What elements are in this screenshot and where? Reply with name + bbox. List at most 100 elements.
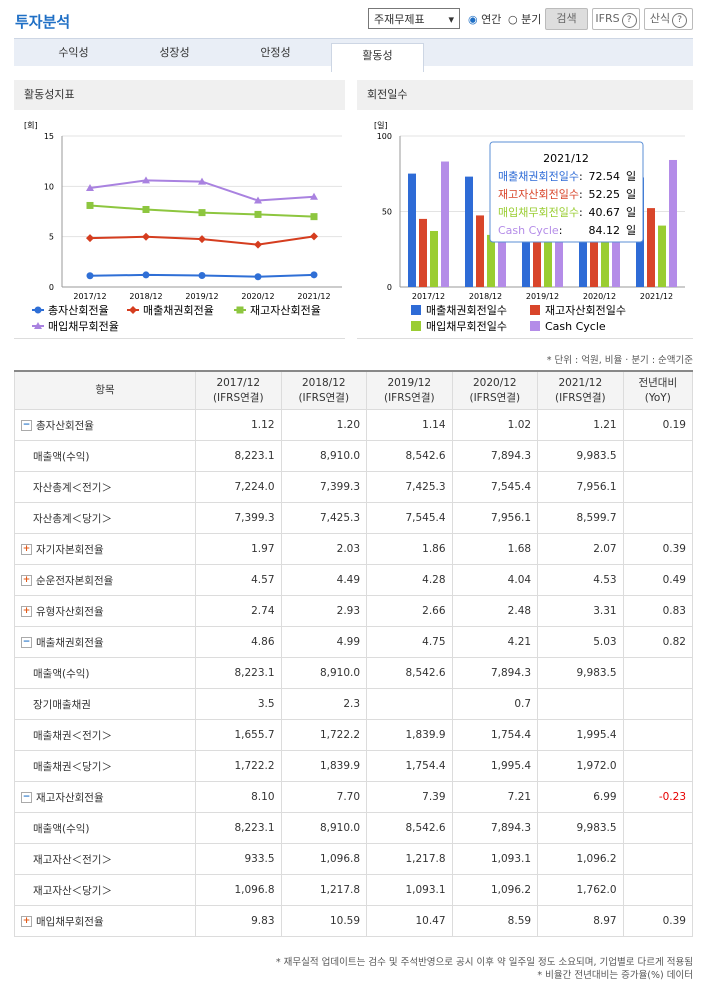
row-label-text: 유형자산회전율 <box>36 605 104 618</box>
legend-label: 매출채권회전율 <box>143 304 214 317</box>
formula-button[interactable]: 산식? <box>644 8 693 30</box>
value-text: 1,762.0 <box>576 884 617 896</box>
legend-marker <box>236 306 244 314</box>
tooltip-unit: 일 <box>626 187 636 201</box>
value-text: 8.10 <box>251 791 275 803</box>
legend-label: 매입채무회전율 <box>48 320 119 333</box>
bar <box>419 218 427 287</box>
row-label-text: 순운전자본회전율 <box>36 574 114 587</box>
radio-quarter[interactable]: ○ 분기 <box>508 13 542 26</box>
value-text: 1,096.2 <box>576 853 617 865</box>
row-label-text: 매출액(수익) <box>33 822 90 835</box>
legend-marker <box>34 306 42 314</box>
header-cell: 전년대비 (YoY) <box>622 370 694 410</box>
value-cell: 9,983.5 <box>537 657 624 689</box>
y-axis-label: [회] <box>24 121 38 130</box>
toggle-icon[interactable]: + <box>21 544 32 555</box>
toggle-icon[interactable]: − <box>21 420 32 431</box>
toggle-icon[interactable]: + <box>21 575 32 586</box>
value-text: 3.5 <box>257 698 275 710</box>
row-label-text: 매출채권＜당기＞ <box>33 760 112 773</box>
value-cell: 9,983.5 <box>537 440 624 472</box>
line-point <box>198 177 206 185</box>
statement-select[interactable]: 주재무제표 ▾ <box>368 8 460 29</box>
search-button[interactable]: 검색 <box>545 8 588 30</box>
toggle-icon[interactable]: + <box>21 916 32 927</box>
value-cell: 2.03 <box>280 533 368 565</box>
value-cell: 7.21 <box>451 781 539 813</box>
legend-marker <box>34 322 42 329</box>
value-cell: 7,224.0 <box>195 471 282 503</box>
value-cell: 7,956.1 <box>451 502 539 534</box>
line-point <box>198 235 206 244</box>
toggle-icon[interactable]: − <box>21 637 32 648</box>
yoy-text: 0.19 <box>662 419 686 431</box>
line-point <box>310 192 318 200</box>
value-text: 4.99 <box>336 636 361 648</box>
value-text: 8,223.1 <box>234 450 275 462</box>
row-label: − 총자산회전율 <box>14 409 196 441</box>
value-text: 1.12 <box>251 419 275 431</box>
row-label-text: 자기자본회전율 <box>36 543 104 556</box>
header-cell: 2017/12 (IFRS연결) <box>195 370 282 410</box>
value-cell: 4.21 <box>451 626 539 658</box>
tab[interactable]: 안정성 <box>260 46 291 59</box>
header-row: 항목 2017/12 (IFRS연결) 2018/12 (IFRS연결) 2019/1… <box>14 370 694 410</box>
tab[interactable]: 수익성 <box>58 46 89 59</box>
value-text: 7,894.3 <box>490 822 532 834</box>
toggle-icon[interactable]: + <box>21 606 32 617</box>
tab[interactable]: 성장성 <box>159 46 190 59</box>
header-cell: 2019/12 (IFRS연결) <box>366 370 453 410</box>
line-point <box>142 232 150 241</box>
y-tick-label: 10 <box>44 182 54 191</box>
yoy-text: -0.23 <box>658 791 686 803</box>
value-cell: 4.75 <box>366 626 453 658</box>
legend-label: 재고자산회전일수 <box>545 303 626 317</box>
value-cell <box>537 688 624 720</box>
value-cell: 2.48 <box>451 595 539 627</box>
radio-annual[interactable]: ◉ 연간 <box>468 13 502 26</box>
table-row: 재고자산＜전기＞ 933.5 1,096.8 1,217.8 1,093.1 1,096.… <box>14 843 694 875</box>
tooltip-sep: : <box>579 170 583 183</box>
value-text: 2.93 <box>336 605 361 617</box>
row-label: 자산총계＜당기＞ <box>14 502 196 534</box>
tooltip-name: 매입채무회전일수 <box>498 205 579 219</box>
value-text: 1,972.0 <box>576 760 617 772</box>
x-tick-label: 2018/12 <box>469 292 502 301</box>
value-text: 8,910.0 <box>319 667 361 679</box>
yoy-cell <box>622 719 694 751</box>
value-cell: 1,217.8 <box>280 874 368 906</box>
toggle-icon[interactable]: − <box>21 792 32 803</box>
page-title: 투자분석 <box>15 13 71 31</box>
value-cell: 1.02 <box>451 409 539 441</box>
value-text: 1.86 <box>422 543 446 555</box>
yoy-cell: 0.39 <box>622 533 694 565</box>
yoy-text: 0.83 <box>662 605 686 617</box>
tab[interactable]: 활동성 <box>331 43 424 72</box>
x-tick-label: 2021/12 <box>640 292 673 301</box>
value-cell: 1,096.8 <box>280 843 368 875</box>
value-cell: 1,972.0 <box>537 750 624 782</box>
legend-swatch <box>411 305 421 315</box>
table-row: 매출액(수익) 8,223.1 8,910.0 8,542.6 7,894.3 9,983… <box>14 657 694 689</box>
legend-label: 총자산회전율 <box>48 304 109 317</box>
legend-swatch <box>530 321 540 331</box>
value-text: 3.31 <box>593 605 617 617</box>
value-cell: 8,542.6 <box>366 440 453 472</box>
row-label: + 매입채무회전율 <box>14 905 196 937</box>
bar <box>441 161 449 287</box>
ifrs-button[interactable]: IFRS? <box>592 8 640 30</box>
table-row: 자산총계＜전기＞ 7,224.0 7,399.3 7,425.3 7,545.4 7,95… <box>14 471 694 503</box>
bar <box>430 230 438 287</box>
value-text: 0.7 <box>514 698 532 710</box>
value-text: 8,223.1 <box>234 667 275 679</box>
table-row: + 순운전자본회전율 4.57 4.49 4.28 4.04 4.53 0.49 <box>14 564 694 596</box>
x-tick-label: 2020/12 <box>241 292 274 301</box>
value-cell: 4.53 <box>537 564 624 596</box>
value-cell: 8,223.1 <box>195 812 282 844</box>
value-cell: 7,425.3 <box>366 471 453 503</box>
value-cell: 0.7 <box>451 688 539 720</box>
yoy-cell: 0.82 <box>622 626 694 658</box>
value-cell: 8,910.0 <box>280 812 368 844</box>
